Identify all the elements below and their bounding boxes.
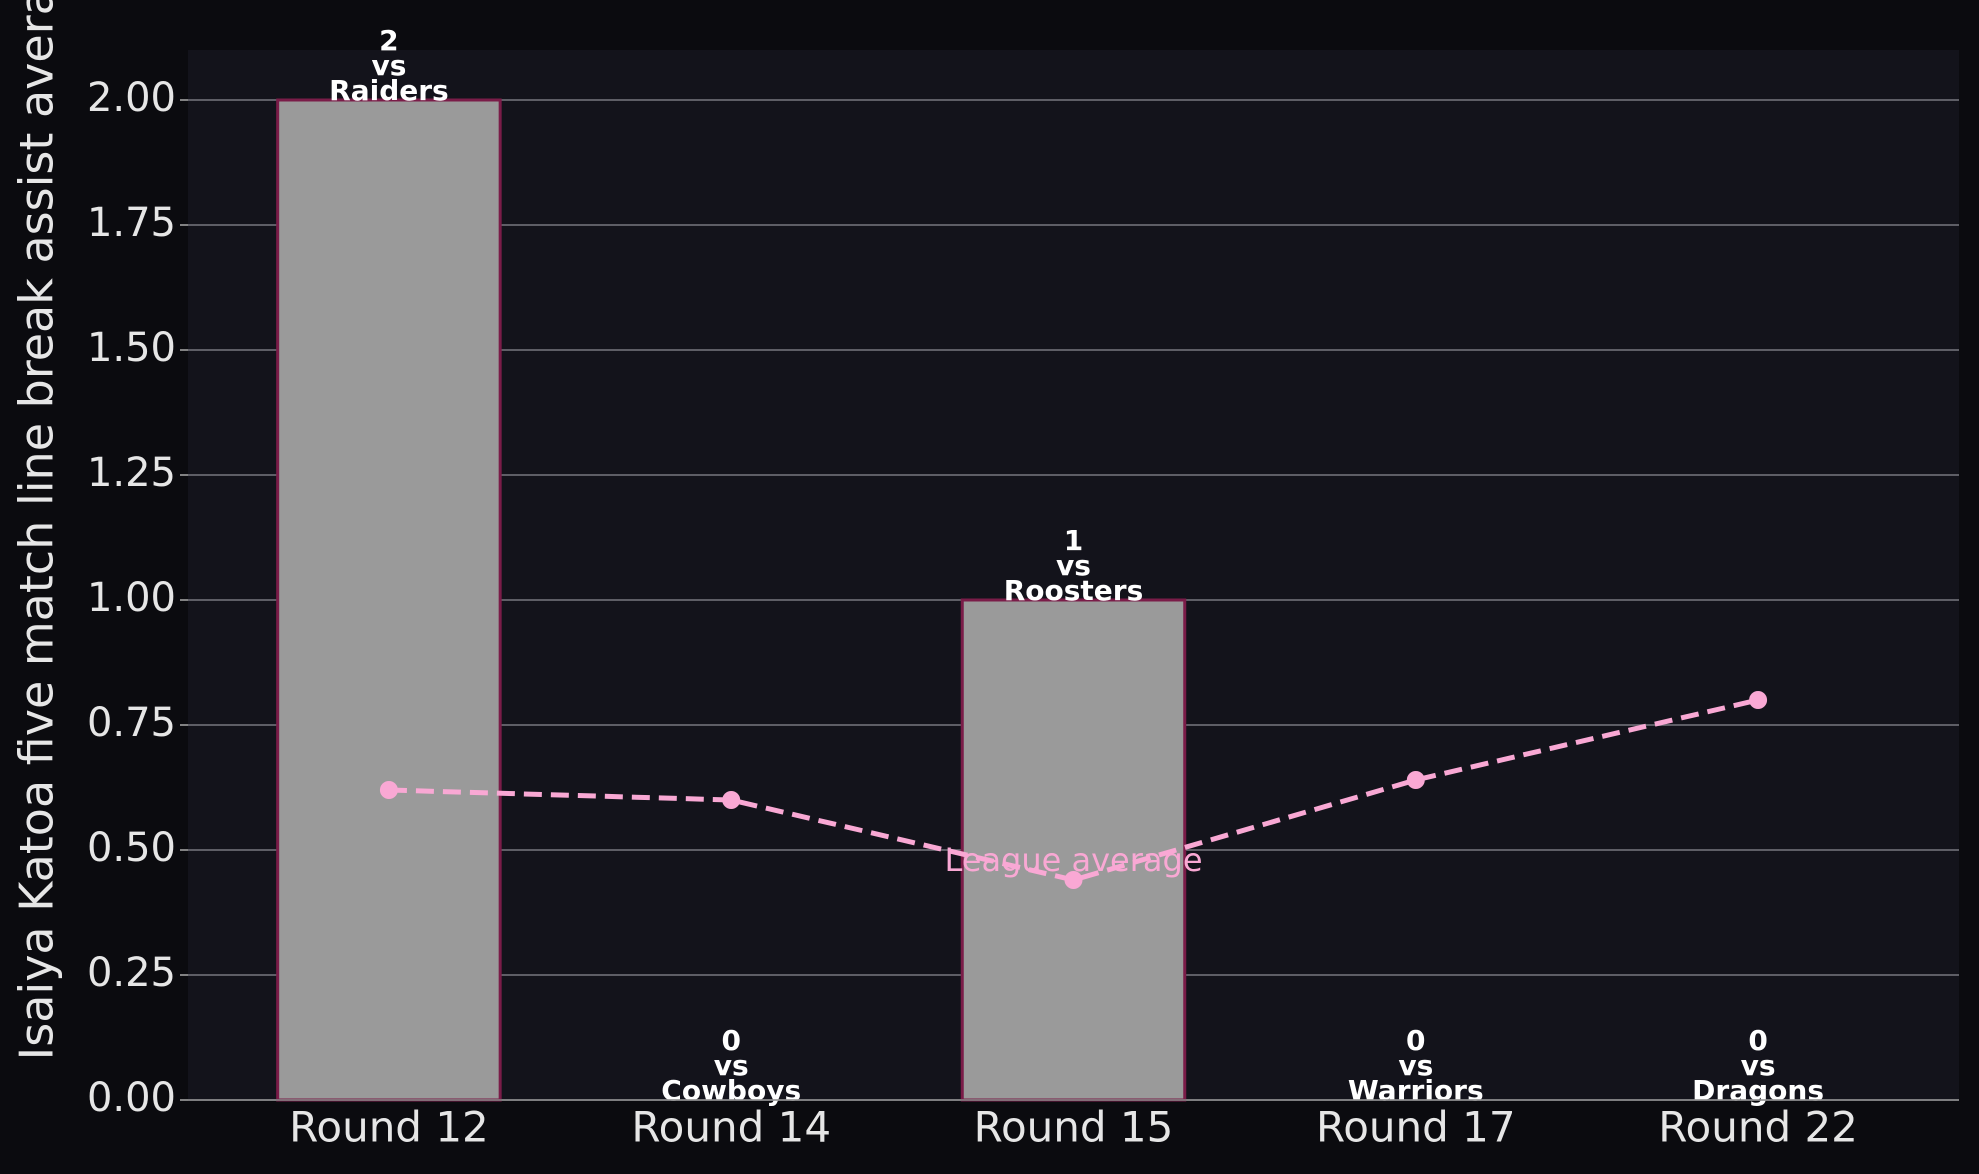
bar-opponent-label: Warriors bbox=[1348, 1074, 1484, 1107]
bar-value-label: 2 bbox=[379, 24, 398, 57]
average-line bbox=[388, 697, 1759, 883]
bar-opponent-label: Raiders bbox=[329, 74, 449, 107]
y-tick-label: 0.75 bbox=[87, 700, 176, 746]
y-tick-label: 0.25 bbox=[87, 950, 176, 996]
x-tick-label: Round 15 bbox=[974, 1103, 1174, 1152]
bar-connector-label: vs bbox=[371, 49, 406, 82]
bar-value-label: 0 bbox=[721, 1024, 740, 1057]
x-tick-label: Round 12 bbox=[289, 1103, 489, 1152]
average-label: League average bbox=[944, 841, 1202, 879]
bar-connector-label: vs bbox=[1741, 1049, 1776, 1082]
y-tick-label: 1.00 bbox=[87, 575, 176, 621]
y-tick-label: 2.00 bbox=[87, 75, 176, 121]
y-tick-label: 1.75 bbox=[87, 200, 176, 246]
y-tick-label: 1.25 bbox=[87, 450, 176, 496]
x-tick-label: Round 17 bbox=[1316, 1103, 1516, 1152]
bar bbox=[960, 598, 1187, 1102]
average-point bbox=[1064, 871, 1083, 889]
bar-opponent-label: Cowboys bbox=[661, 1074, 801, 1107]
bar-connector-label: vs bbox=[714, 1049, 749, 1082]
y-tick-label: 0.50 bbox=[87, 825, 176, 871]
bar-opponent-label: Roosters bbox=[1004, 574, 1144, 607]
average-point bbox=[722, 791, 741, 809]
y-tick-label: 0.00 bbox=[87, 1075, 176, 1121]
bar-value-label: 1 bbox=[1064, 524, 1083, 557]
bar-connector-label: vs bbox=[1398, 1049, 1433, 1082]
y-tick-label: 1.50 bbox=[87, 325, 176, 371]
x-tick-label: Round 22 bbox=[1658, 1103, 1858, 1152]
y-axis-label: Isaiya Katoa five match line break assis… bbox=[10, 0, 64, 1060]
bar-opponent-label: Dragons bbox=[1692, 1074, 1824, 1107]
bar-connector-label: vs bbox=[1056, 549, 1091, 582]
bar bbox=[276, 98, 502, 1102]
x-tick-label: Round 14 bbox=[631, 1103, 831, 1152]
average-point bbox=[1749, 691, 1768, 709]
bar-value-label: 0 bbox=[1748, 1024, 1767, 1057]
bar-value-label: 0 bbox=[1406, 1024, 1425, 1057]
average-point bbox=[379, 781, 398, 799]
average-point bbox=[1406, 771, 1425, 789]
